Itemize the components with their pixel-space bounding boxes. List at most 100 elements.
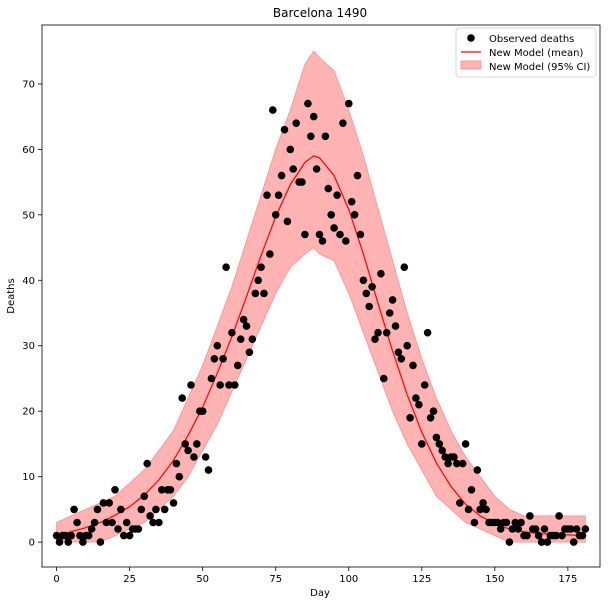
observed-point: [266, 250, 274, 258]
observed-point: [120, 531, 128, 540]
y-tick-label: 60: [22, 145, 35, 156]
observed-point: [242, 322, 251, 330]
observed-point: [207, 374, 216, 383]
x-tick-label: 100: [339, 574, 358, 585]
legend-marker-observed: [467, 34, 475, 42]
x-tick-label: 0: [53, 574, 59, 585]
plot-area: [52, 50, 590, 546]
observed-point: [362, 289, 371, 298]
observed-point: [269, 106, 277, 114]
observed-point: [493, 518, 502, 527]
observed-point: [508, 525, 517, 533]
observed-point: [324, 184, 333, 193]
observed-point: [426, 414, 435, 422]
observed-point: [397, 355, 406, 363]
y-tick-label: 10: [22, 472, 35, 483]
observed-point: [175, 472, 184, 481]
observed-point: [444, 459, 452, 468]
legend: Observed deaths New Model (mean) New Mod…: [455, 27, 597, 78]
observed-point: [456, 499, 464, 507]
observed-point: [111, 486, 119, 494]
observed-point: [350, 211, 359, 219]
x-tick-label: 150: [485, 574, 504, 585]
observed-point: [482, 505, 490, 514]
y-tick-label: 70: [22, 79, 35, 90]
y-tick-label: 40: [22, 276, 35, 287]
observed-point: [458, 459, 467, 468]
observed-point: [368, 283, 376, 291]
observed-point: [464, 505, 473, 514]
observed-point: [187, 381, 195, 389]
observed-point: [461, 440, 470, 448]
observed-point: [406, 414, 414, 422]
observed-point: [353, 171, 362, 180]
observed-point: [569, 538, 578, 546]
observed-point: [505, 538, 514, 546]
observed-point: [79, 538, 87, 546]
axes-frame: [41, 24, 601, 568]
observed-point: [277, 171, 286, 180]
observed-point: [289, 165, 298, 173]
observed-point: [143, 459, 151, 468]
observed-point: [435, 440, 444, 448]
observed-point: [479, 499, 487, 507]
y-axis: 0 10 20 30 40 50 60 70: [22, 79, 42, 549]
observed-point: [420, 381, 429, 389]
observed-point: [531, 525, 540, 533]
observed-point: [105, 499, 113, 507]
observed-point: [254, 276, 262, 285]
observed-point: [274, 191, 283, 199]
observed-point: [409, 361, 417, 370]
observed-point: [298, 178, 306, 186]
observed-point: [158, 486, 166, 494]
observed-point: [523, 531, 531, 540]
observed-point: [134, 525, 143, 533]
observed-point: [236, 335, 245, 344]
observed-point: [441, 453, 450, 461]
observed-point: [149, 518, 157, 527]
observed-point: [356, 230, 365, 239]
observed-point: [99, 499, 108, 507]
observed-point: [385, 309, 394, 317]
observed-point: [193, 440, 201, 448]
chart-title: Barcelona 1490: [273, 6, 367, 20]
observed-point: [347, 197, 356, 206]
x-tick-label: 50: [196, 574, 209, 585]
observed-point: [572, 525, 581, 533]
observed-point: [415, 400, 423, 409]
observed-point: [342, 237, 350, 245]
observed-point: [301, 230, 309, 239]
observed-point: [55, 538, 64, 546]
y-tick-label: 20: [22, 407, 35, 418]
observed-point: [345, 99, 353, 108]
observed-point: [438, 446, 447, 455]
observed-point: [467, 486, 476, 494]
observed-point: [61, 531, 70, 540]
observed-point: [543, 538, 552, 546]
observed-point: [231, 381, 239, 389]
observed-point: [152, 505, 160, 514]
observed-point: [365, 302, 374, 311]
observed-point: [336, 230, 344, 239]
observed-point: [330, 224, 338, 232]
observed-point: [333, 191, 341, 199]
observed-point: [84, 531, 93, 540]
observed-point: [558, 531, 566, 540]
observed-point: [318, 237, 327, 245]
observed-point: [90, 518, 99, 527]
observed-point: [567, 525, 575, 533]
observed-point: [473, 466, 482, 474]
observed-point: [184, 446, 192, 455]
observed-point: [228, 328, 236, 337]
observed-point: [526, 512, 534, 520]
observed-point: [400, 263, 409, 272]
observed-point: [245, 348, 254, 357]
observed-point: [388, 296, 397, 304]
observed-point: [190, 453, 198, 461]
observed-point: [359, 276, 368, 285]
observed-point: [102, 518, 111, 527]
observed-point: [87, 525, 96, 533]
legend-label-ci: New Model (95% CI): [489, 62, 590, 73]
x-tick-label: 75: [269, 574, 282, 585]
observed-point: [514, 525, 522, 533]
